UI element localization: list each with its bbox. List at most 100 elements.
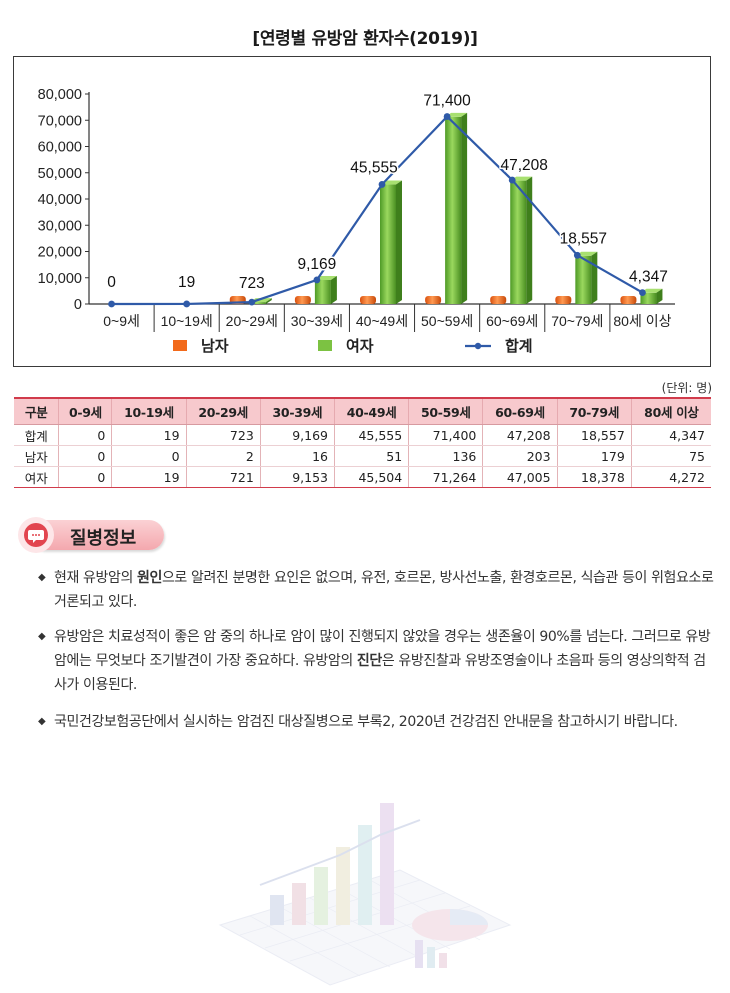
total-point xyxy=(108,300,115,308)
table-cell: 45,555 xyxy=(333,424,409,446)
y-tick-label: 40,000 xyxy=(38,192,82,208)
female-bar-top xyxy=(575,251,598,256)
table-cell: 18,557 xyxy=(556,424,632,446)
table-cell: 51 xyxy=(333,445,409,467)
table-cell: 9,153 xyxy=(259,466,335,488)
x-tick-label: 50~59세 xyxy=(421,313,473,329)
total-point xyxy=(378,181,386,188)
chart-frame xyxy=(13,56,711,367)
table-header-cell: 60-69세 xyxy=(482,397,558,425)
decorative-chart-illustration xyxy=(218,803,512,986)
stats-table: 구분 0-9세 10-19세 20-29세 30-39세 40-49세 50-59세 60-6… xyxy=(14,397,711,488)
table-header-cell: 0-9세 xyxy=(58,397,112,425)
female-bar-top xyxy=(510,176,533,181)
x-tick-label: 20~29세 xyxy=(226,313,278,329)
table-body: 합계 0 19 723 9,169 45,555 71,400 47,208 18,557 4,3… xyxy=(14,424,711,488)
table-row: 여자 0 19 721 9,153 45,504 71,264 47,005 18,378 4,2… xyxy=(14,466,711,488)
female-bar-top xyxy=(445,112,468,117)
female-bar-side xyxy=(591,251,598,304)
table-cell: 136 xyxy=(408,445,483,467)
y-tick-label: 70,000 xyxy=(38,113,82,129)
table-cell: 71,400 xyxy=(408,424,483,446)
data-label: 45,555 xyxy=(350,159,397,176)
table-cell: 0 xyxy=(58,445,112,467)
legend-male-swatch xyxy=(173,340,187,351)
chart-title: [연령별 유방암 환자수(2019)] xyxy=(252,29,478,49)
female-bar-side xyxy=(330,275,337,304)
data-label: 18,557 xyxy=(560,230,607,247)
female-bar-side xyxy=(656,288,663,304)
x-tick-label: 30~39세 xyxy=(291,313,343,329)
table-cell: 0 xyxy=(58,466,112,488)
total-point xyxy=(443,113,451,120)
total-point xyxy=(248,298,256,306)
female-bar xyxy=(575,255,592,304)
female-bar xyxy=(314,279,331,304)
data-label: 47,208 xyxy=(501,157,548,174)
row-label: 합계 xyxy=(14,424,59,446)
diamond-bullet-icon: ◆ xyxy=(38,572,46,583)
unit-note: (단위: 명) xyxy=(661,381,712,395)
total-point xyxy=(508,176,516,184)
female-bar-side xyxy=(526,176,533,304)
table-header-cell: 70-79세 xyxy=(556,397,632,425)
table-cell: 2 xyxy=(185,445,261,467)
female-bar-side xyxy=(265,298,272,304)
x-tick-label: 10~19세 xyxy=(161,313,213,329)
data-label: 71,400 xyxy=(423,93,471,110)
legend-label: 합계 xyxy=(505,337,533,355)
row-label: 여자 xyxy=(14,466,59,488)
table-cell: 179 xyxy=(556,445,632,467)
female-bar-top xyxy=(640,288,663,293)
table-cell: 75 xyxy=(630,445,711,467)
table-row: 합계 0 19 723 9,169 45,555 71,400 47,208 18,557 4,3… xyxy=(14,424,711,446)
male-bar xyxy=(620,296,637,304)
table-header-row: 구분 0-9세 10-19세 20-29세 30-39세 40-49세 50-59세 60-6… xyxy=(14,397,711,425)
male-bar xyxy=(555,296,572,304)
y-tick-label: 10,000 xyxy=(38,271,82,287)
table-cell: 16 xyxy=(259,445,335,467)
table-cell: 47,005 xyxy=(482,466,558,488)
total-point xyxy=(313,276,321,284)
table-header-cell: 10-19세 xyxy=(111,397,187,425)
male-bar xyxy=(360,296,376,304)
female-bar-side xyxy=(396,180,402,304)
chart-svg: 0 10,000 20,000 30,000 40,000 50,000 60,000 70,… xyxy=(38,87,675,355)
y-tick-label: 0 xyxy=(74,297,82,313)
x-tick-label: 80세 이상 xyxy=(613,313,671,329)
speech-bubble-icon xyxy=(18,517,54,553)
legend-label: 남자 xyxy=(201,337,229,355)
y-tick-label: 50,000 xyxy=(38,166,82,182)
y-tick-label: 20,000 xyxy=(38,245,82,261)
table-cell: 47,208 xyxy=(482,424,558,446)
data-label: 19 xyxy=(178,274,195,291)
table-header-cell: 40-49세 xyxy=(333,397,409,425)
info-bullet: ◆ 유방암은 치료성적이 좋은 암 중의 하나로 암이 많이 진행되지 않았을 경… xyxy=(38,625,718,697)
section-title: 질병정보 xyxy=(70,528,137,549)
table-cell: 203 xyxy=(482,445,558,467)
total-point xyxy=(573,251,581,259)
table-cell: 4,347 xyxy=(630,424,711,446)
legend-label: 여자 xyxy=(346,337,374,355)
info-bullet: ◆ 현재 유방암의 원인으로 알려진 분명한 요인은 없으며, 유전, 호르몬, … xyxy=(38,566,718,614)
table-cell: 0 xyxy=(111,445,187,467)
x-tick-label: 40~49세 xyxy=(356,313,408,329)
x-tick-label: 60~69세 xyxy=(486,313,538,329)
table-row: 남자 0 0 2 16 51 136 203 179 75 xyxy=(14,445,711,467)
x-tick-label: 0~9세 xyxy=(103,313,140,329)
female-bar-side xyxy=(461,112,468,304)
female-bar xyxy=(510,180,527,304)
table-header-cell: 80세 이상 xyxy=(630,397,711,425)
x-tick-label: 70~79세 xyxy=(551,313,603,329)
female-bar xyxy=(380,184,396,304)
data-label: 4,347 xyxy=(629,269,668,286)
female-bar-top xyxy=(314,275,337,280)
female-bar xyxy=(640,292,657,304)
table-cell: 71,264 xyxy=(408,466,483,488)
female-bar xyxy=(445,116,462,304)
table-cell: 723 xyxy=(185,424,261,446)
male-bar xyxy=(294,296,311,304)
y-tick-label: 80,000 xyxy=(38,87,82,103)
data-label: 723 xyxy=(239,275,265,292)
table-cell: 9,169 xyxy=(259,424,335,446)
